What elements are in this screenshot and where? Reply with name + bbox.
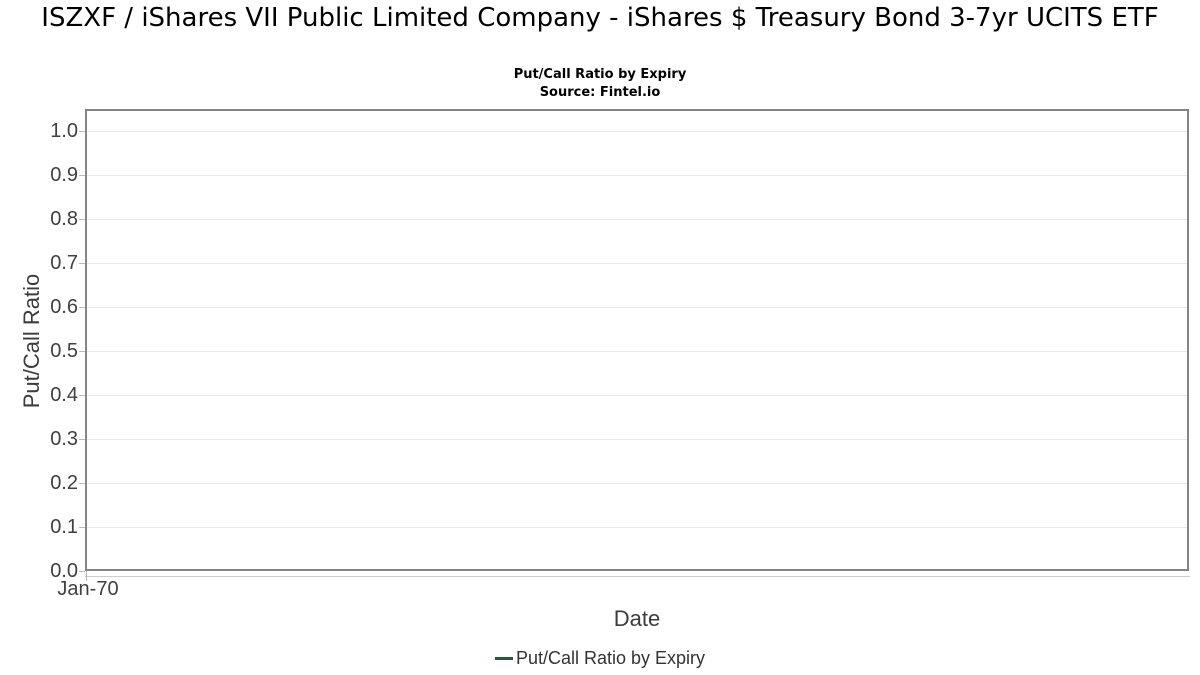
plot-area [85, 109, 1189, 571]
x-tick-label: Jan-70 [57, 578, 119, 600]
y-tick-label: 0.9 [50, 164, 78, 186]
legend-line-marker-icon [494, 656, 513, 660]
legend[interactable]: Put/Call Ratio by Expiry [0, 644, 1200, 672]
y-tick-mark [79, 263, 85, 264]
y-tick-mark [79, 131, 85, 132]
y-tick-mark [79, 571, 85, 572]
y-tick-label: 0.7 [50, 252, 78, 274]
gridline [87, 351, 1187, 352]
y-tick-label: 0.1 [50, 516, 78, 538]
gridline [87, 219, 1187, 220]
y-tick-mark [79, 307, 85, 308]
y-tick-label: 1.0 [50, 120, 78, 142]
x-axis-title: Date [613, 606, 661, 631]
gridline [87, 483, 1187, 484]
chart-source-credit: Source: Fintel.io [539, 85, 661, 100]
y-tick-mark [79, 483, 85, 484]
y-tick-mark [79, 351, 85, 352]
y-tick-label: 0.0 [50, 560, 78, 582]
y-tick-mark [79, 219, 85, 220]
y-tick-label: 0.6 [50, 296, 78, 318]
y-tick-mark [79, 175, 85, 176]
y-tick-mark [79, 527, 85, 528]
gridline [87, 527, 1187, 528]
y-tick-label: 0.2 [50, 472, 78, 494]
legend-label: Put/Call Ratio by Expiry [515, 647, 706, 668]
gridline [87, 131, 1187, 132]
y-axis-title: Put/Call Ratio [19, 273, 44, 409]
x-axis-line [85, 576, 1190, 577]
y-tick-label: 0.8 [50, 208, 78, 230]
gridline [87, 175, 1187, 176]
y-tick-label: 0.4 [50, 384, 78, 406]
gridline [87, 307, 1187, 308]
gridline [87, 263, 1187, 264]
gridline [87, 395, 1187, 396]
y-tick-mark [79, 395, 85, 396]
x-tick-mark [86, 571, 87, 581]
y-tick-label: 0.3 [50, 428, 78, 450]
chart-subtitle: Put/Call Ratio by Expiry [513, 67, 687, 82]
y-tick-mark [79, 439, 85, 440]
y-tick-label: 0.5 [50, 340, 78, 362]
gridline [87, 439, 1187, 440]
chart-title: ISZXF / iShares VII Public Limited Compa… [41, 3, 1159, 33]
